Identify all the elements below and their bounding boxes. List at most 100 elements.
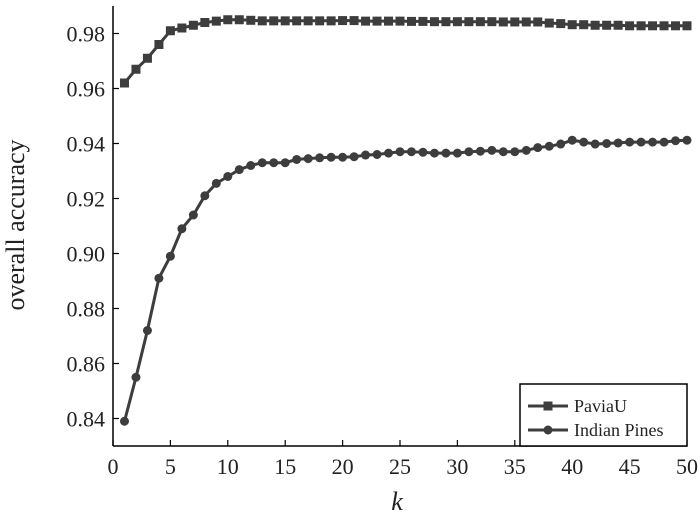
data-point-paviau	[361, 16, 371, 26]
y-tick-label: 0.92	[67, 187, 106, 212]
data-point-indian-pines	[246, 161, 256, 170]
data-point-indian-pines	[154, 273, 164, 283]
axes: 0 5 10 15 20 25 30 35 40 45 50 0.84 0.86 0.88 0.90 0.92…	[67, 6, 698, 479]
y-tick-label: 0.88	[67, 297, 106, 322]
data-point-paviau	[567, 20, 577, 30]
data-point-paviau	[487, 17, 497, 27]
data-point-paviau	[177, 23, 187, 33]
data-point-indian-pines	[464, 147, 474, 157]
series-paviau	[119, 15, 692, 88]
y-tick-label: 0.84	[67, 407, 106, 432]
data-point-indian-pines	[544, 141, 554, 151]
data-point-indian-pines	[533, 143, 543, 153]
data-point-paviau	[556, 19, 566, 29]
x-tick-label: 45	[619, 454, 641, 479]
data-point-indian-pines	[234, 165, 244, 175]
data-point-paviau	[165, 26, 175, 36]
data-point-paviau	[636, 21, 646, 31]
data-point-paviau	[429, 17, 439, 27]
data-point-indian-pines	[625, 137, 635, 147]
data-point-indian-pines	[188, 210, 198, 220]
data-point-indian-pines	[567, 135, 577, 145]
data-point-indian-pines	[165, 251, 175, 261]
data-point-paviau	[211, 16, 221, 26]
data-point-indian-pines	[211, 178, 221, 188]
data-point-paviau	[131, 64, 141, 74]
legend-label-paviau: PaviaU	[574, 396, 627, 416]
data-point-indian-pines	[406, 147, 416, 157]
y-tick-label: 0.86	[67, 352, 106, 377]
data-point-indian-pines	[510, 147, 520, 157]
data-point-indian-pines	[452, 148, 462, 158]
legend-marker-paviau	[543, 401, 553, 411]
series-layer	[119, 15, 692, 426]
x-tick-label: 35	[504, 454, 526, 479]
y-axis-label: overall accuracy	[1, 139, 30, 310]
data-point-paviau	[246, 15, 256, 25]
data-point-indian-pines	[636, 137, 646, 147]
data-point-indian-pines	[602, 139, 612, 148]
data-point-paviau	[521, 17, 531, 27]
data-point-paviau	[498, 17, 508, 27]
data-point-paviau	[395, 16, 405, 26]
data-point-paviau	[682, 21, 692, 31]
data-point-indian-pines	[429, 148, 439, 158]
data-point-indian-pines	[361, 150, 371, 160]
data-point-indian-pines	[119, 416, 129, 426]
data-point-paviau	[292, 16, 302, 26]
data-point-paviau	[200, 18, 210, 27]
data-point-paviau	[671, 21, 681, 31]
data-point-indian-pines	[269, 158, 279, 168]
y-tick-label: 0.98	[67, 22, 106, 47]
data-point-paviau	[590, 20, 600, 30]
data-point-indian-pines	[475, 146, 485, 156]
data-point-indian-pines	[671, 136, 681, 146]
y-tick-label: 0.94	[67, 132, 106, 157]
data-point-paviau	[648, 21, 658, 31]
data-point-indian-pines	[315, 153, 325, 163]
data-point-paviau	[142, 53, 152, 63]
data-point-indian-pines	[177, 224, 187, 234]
data-point-paviau	[303, 16, 313, 26]
data-point-indian-pines	[556, 139, 566, 149]
data-point-paviau	[613, 20, 623, 30]
data-point-indian-pines	[590, 139, 600, 149]
data-point-indian-pines	[418, 147, 428, 157]
data-point-paviau	[510, 17, 520, 27]
data-point-paviau	[349, 16, 359, 26]
data-point-paviau	[338, 16, 348, 26]
x-tick-label: 25	[389, 454, 411, 479]
x-tick-label: 0	[108, 454, 119, 479]
legend: PaviaU Indian Pines	[519, 383, 688, 447]
data-point-indian-pines	[200, 191, 210, 201]
data-point-indian-pines	[338, 152, 348, 162]
data-point-indian-pines	[372, 150, 382, 159]
data-point-paviau	[384, 16, 394, 26]
x-tick-label: 40	[561, 454, 583, 479]
data-point-indian-pines	[395, 147, 405, 157]
data-point-paviau	[579, 20, 589, 30]
legend-marker-indian-pines	[543, 425, 553, 435]
x-tick-label: 10	[217, 454, 239, 479]
y-tick-label: 0.96	[67, 77, 106, 102]
data-point-paviau	[188, 20, 198, 30]
data-point-indian-pines	[521, 145, 531, 155]
data-point-indian-pines	[384, 148, 394, 158]
data-point-paviau	[280, 16, 290, 26]
data-point-indian-pines	[131, 372, 141, 382]
data-point-paviau	[464, 17, 474, 27]
data-point-paviau	[602, 20, 612, 30]
data-point-indian-pines	[303, 154, 313, 164]
data-point-paviau	[533, 17, 543, 27]
data-point-paviau	[119, 78, 129, 88]
data-point-indian-pines	[682, 135, 692, 145]
data-point-indian-pines	[257, 158, 267, 168]
data-point-indian-pines	[142, 326, 152, 335]
data-point-indian-pines	[659, 137, 669, 147]
x-axis-label: k	[391, 487, 403, 516]
series-indian-pines	[119, 135, 692, 426]
data-point-paviau	[475, 17, 485, 27]
data-point-indian-pines	[498, 147, 508, 157]
data-point-paviau	[406, 16, 416, 26]
